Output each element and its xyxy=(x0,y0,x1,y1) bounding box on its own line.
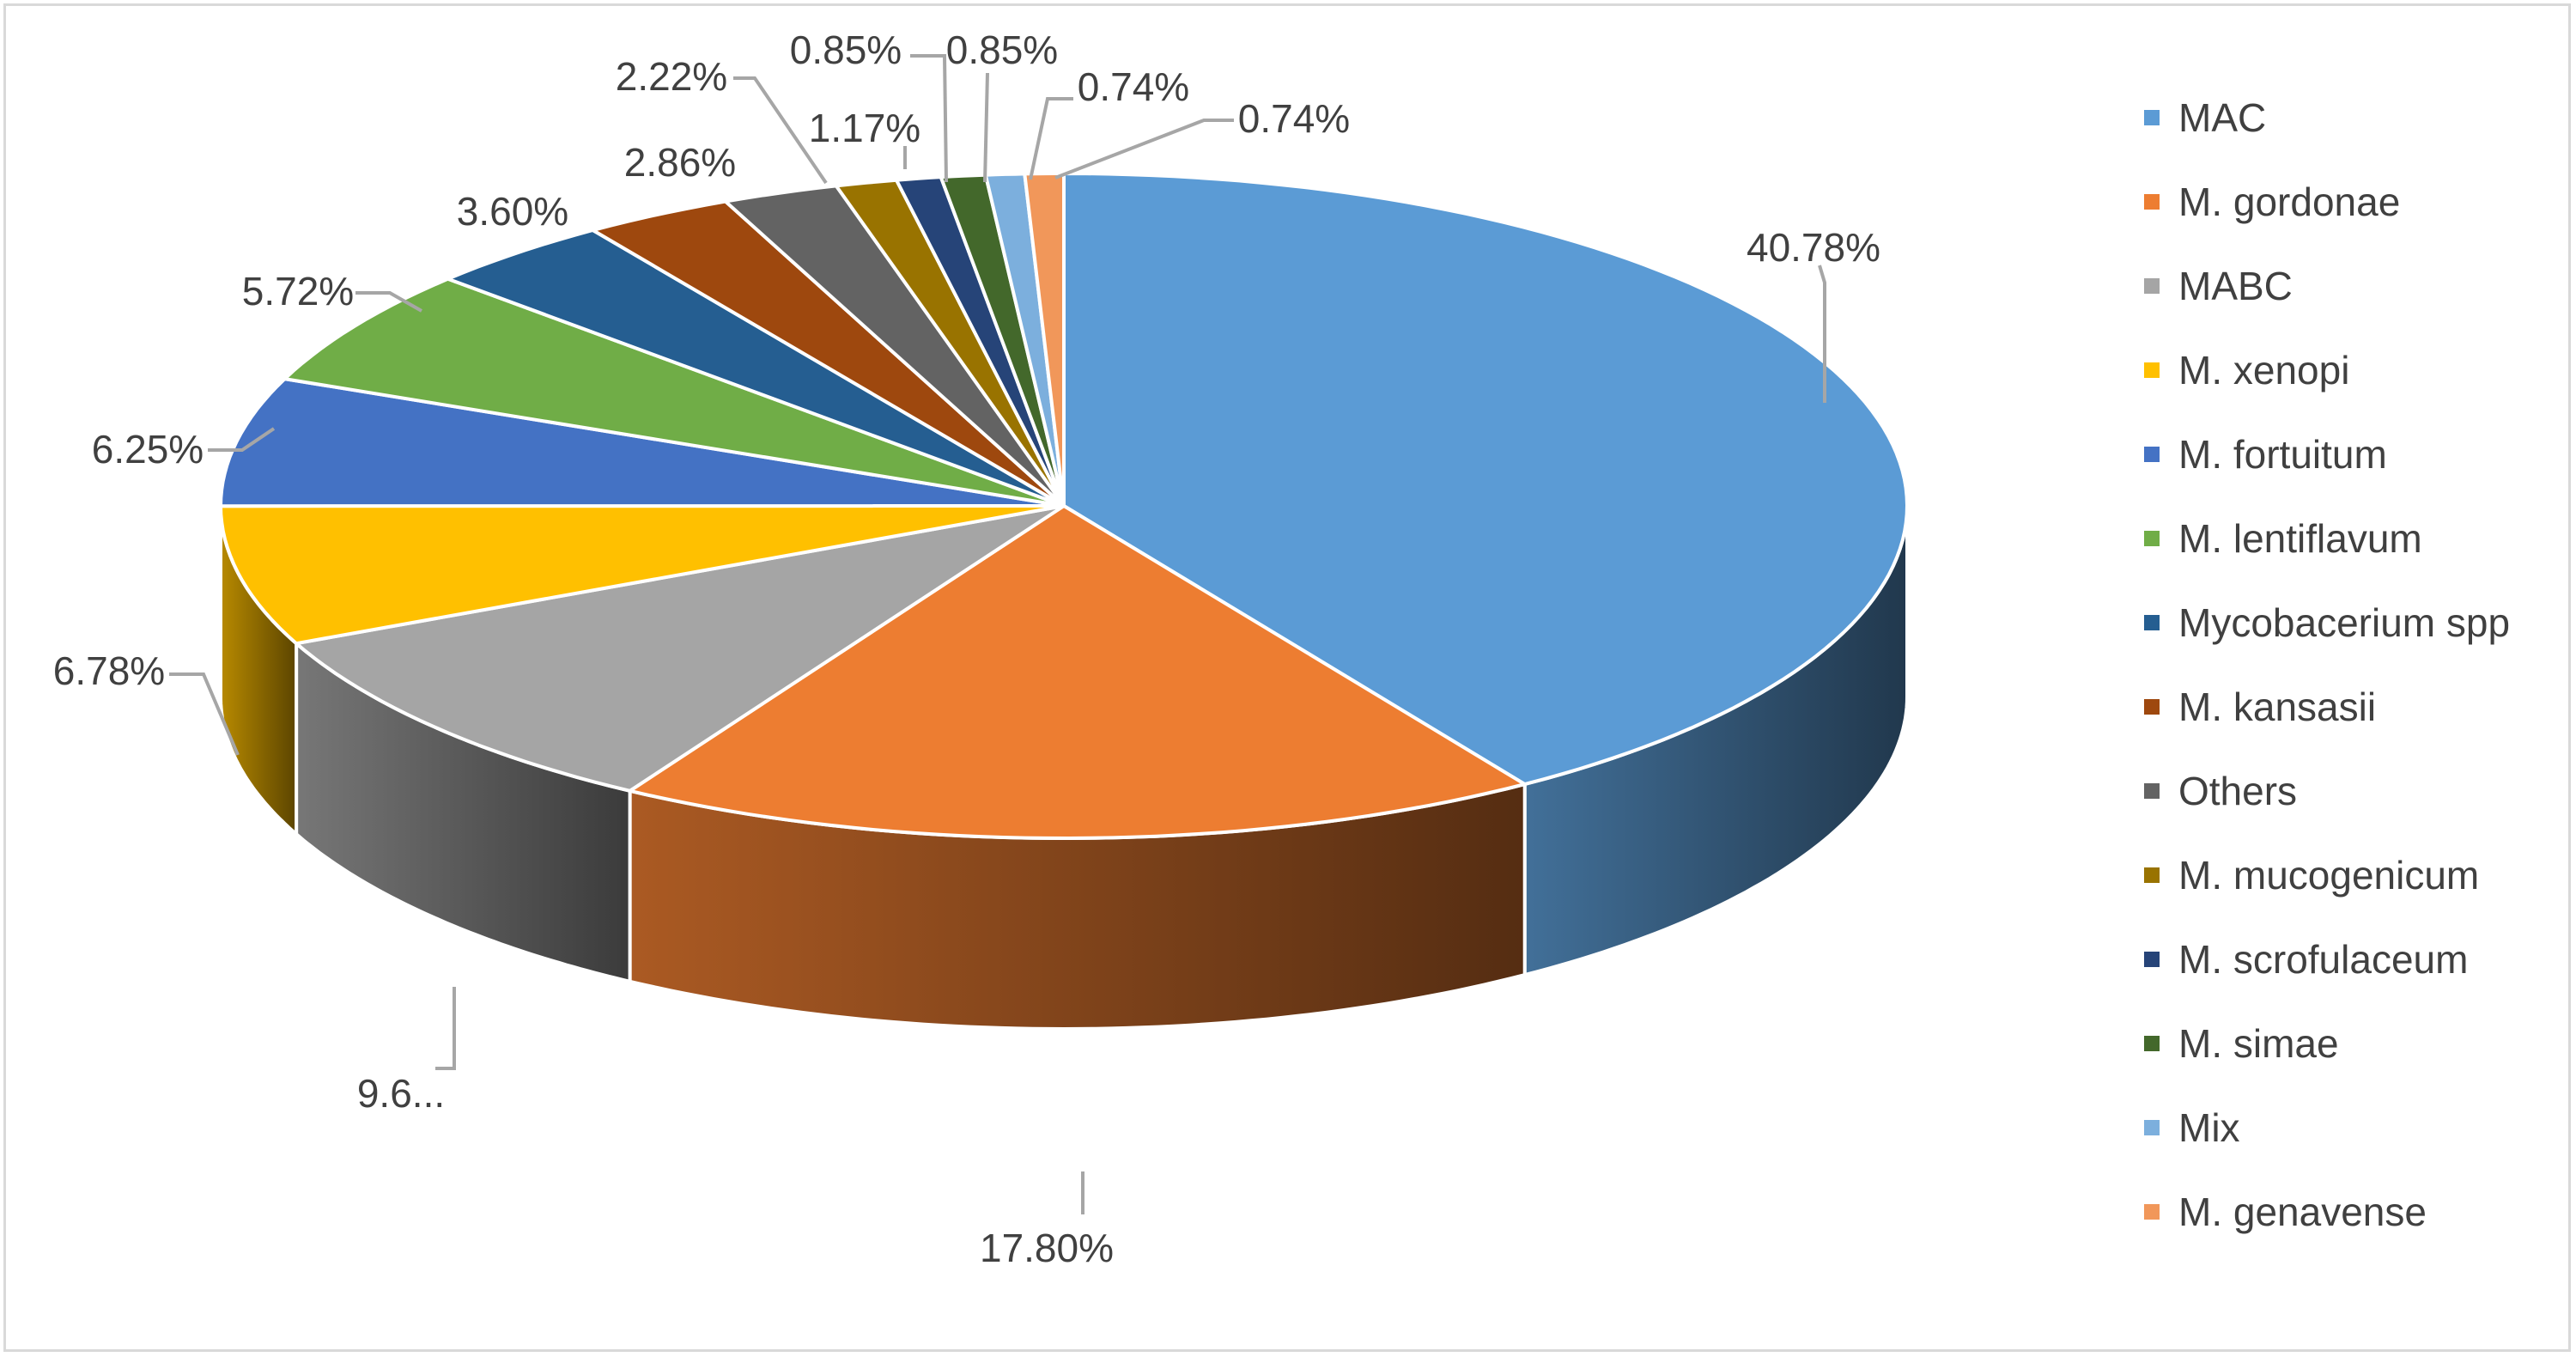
legend-label: Others xyxy=(2178,769,2298,813)
legend-label: MABC xyxy=(2178,264,2293,308)
data-label-m-genavense: 0.74% xyxy=(1238,96,1350,141)
legend-item-m-xenopi: M. xenopi xyxy=(2144,344,2349,396)
pie-slice-m-xenopi xyxy=(219,504,1066,646)
leader-line-mabc xyxy=(435,987,456,1070)
leader-line-m-xenopi xyxy=(169,672,240,756)
legend-swatch xyxy=(2144,531,2160,546)
legend-swatch xyxy=(2144,447,2160,462)
legend-item-mabc: MABC xyxy=(2144,260,2293,312)
legend-label: M. gordonae xyxy=(2178,180,2401,224)
leader-line-others xyxy=(733,76,828,185)
legend-label: M. xenopi xyxy=(2178,348,2350,392)
chart-frame: 40.78% 17.80% 9.6... 6.78% 6.25% 5.72% 3.60% 2.… xyxy=(3,3,2571,1352)
pie-slice-m-gordonae xyxy=(628,504,1527,840)
data-label-mycobacerium-spp: 3.60% xyxy=(457,189,568,234)
data-label-mac: 40.78% xyxy=(1747,225,1880,270)
pie-slice-others xyxy=(723,184,1066,508)
legend-swatch xyxy=(2144,699,2160,715)
data-label-m-mucogenicum: 1.17% xyxy=(809,106,920,150)
legend-label: M. mucogenicum xyxy=(2178,853,2480,898)
data-label-m-simae: 0.85% xyxy=(946,27,1058,72)
leader-line-m-simae xyxy=(983,72,989,183)
legend-item-mycobacerium-spp: Mycobacerium spp xyxy=(2144,597,2510,648)
leader-line-mac xyxy=(1818,265,1826,403)
legend-label: M. kansasii xyxy=(2178,685,2377,729)
legend-item-mix: Mix xyxy=(2144,1102,2240,1153)
leader-line-m-fortuitum xyxy=(208,427,276,452)
legend-item-m-simae: M. simae xyxy=(2144,1018,2339,1069)
legend-swatch xyxy=(2144,952,2160,967)
legend-swatch xyxy=(2144,867,2160,883)
legend-label: M. genavense xyxy=(2178,1190,2427,1234)
legend-item-m-scrofulaceum: M. scrofulaceum xyxy=(2144,934,2468,985)
pie-slice-mycobacerium-spp xyxy=(446,228,1066,508)
legend-swatch xyxy=(2144,194,2160,210)
legend-swatch xyxy=(2144,278,2160,294)
data-label-mabc: 9.6... xyxy=(357,1071,445,1116)
data-label-m-scrofulaceum: 0.85% xyxy=(790,27,902,72)
legend-label: Mix xyxy=(2178,1105,2240,1150)
data-label-m-lentiflavum: 5.72% xyxy=(242,269,354,313)
legend-label: M. lentiflavum xyxy=(2178,516,2422,561)
legend-swatch xyxy=(2144,615,2160,630)
legend-swatch xyxy=(2144,1036,2160,1051)
leader-line-m-lentiflavum xyxy=(355,291,422,313)
legend-label: M. simae xyxy=(2178,1021,2339,1066)
legend-label: Mycobacerium spp xyxy=(2178,600,2511,645)
legend-item-m-lentiflavum: M. lentiflavum xyxy=(2144,513,2422,564)
legend-swatch xyxy=(2144,1120,2160,1135)
data-label-others: 2.22% xyxy=(616,54,727,99)
pie-chart: 40.78% 17.80% 9.6... 6.78% 6.25% 5.72% 3.60% 2.… xyxy=(53,27,1909,1270)
pie-slice-m-kansasii xyxy=(591,199,1066,508)
legend-item-m-gordonae: M. gordonae xyxy=(2144,176,2400,228)
pie-slice-m-lentiflavum xyxy=(283,277,1066,508)
legend-swatch xyxy=(2144,362,2160,378)
legend-item-others: Others xyxy=(2144,765,2297,817)
legend-swatch xyxy=(2144,1204,2160,1220)
legend-item-m-mucogenicum: M. mucogenicum xyxy=(2144,849,2479,901)
legend-item-m-fortuitum: M. fortuitum xyxy=(2144,429,2387,480)
legend-item-m-kansasii: M. kansasii xyxy=(2144,681,2376,733)
legend-item-m-genavense: M. genavense xyxy=(2144,1186,2427,1238)
pie-slice-m-fortuitum xyxy=(219,377,1066,508)
leader-line-m-scrofulaceum xyxy=(910,54,948,183)
legend-label: MAC xyxy=(2178,95,2267,140)
data-label-m-fortuitum: 6.25% xyxy=(92,427,204,472)
legend-item-mac: MAC xyxy=(2144,92,2266,143)
data-label-m-kansasii: 2.86% xyxy=(624,140,736,185)
legend-label: M. fortuitum xyxy=(2178,432,2387,477)
legend-swatch xyxy=(2144,110,2160,125)
legend-label: M. scrofulaceum xyxy=(2178,937,2469,982)
legend-swatch xyxy=(2144,783,2160,799)
data-label-m-gordonae: 17.80% xyxy=(980,1226,1114,1270)
pie-slice-mabc xyxy=(295,504,1066,793)
data-label-mix: 0.74% xyxy=(1078,64,1189,109)
leader-line-mix xyxy=(1029,97,1073,180)
leader-line-m-genavense xyxy=(1054,119,1234,180)
data-label-m-xenopi: 6.78% xyxy=(53,648,165,693)
